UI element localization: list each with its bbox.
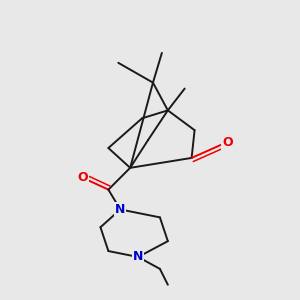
Text: N: N [133, 250, 143, 263]
Text: O: O [222, 136, 232, 148]
Text: N: N [115, 203, 125, 216]
Text: O: O [77, 171, 88, 184]
